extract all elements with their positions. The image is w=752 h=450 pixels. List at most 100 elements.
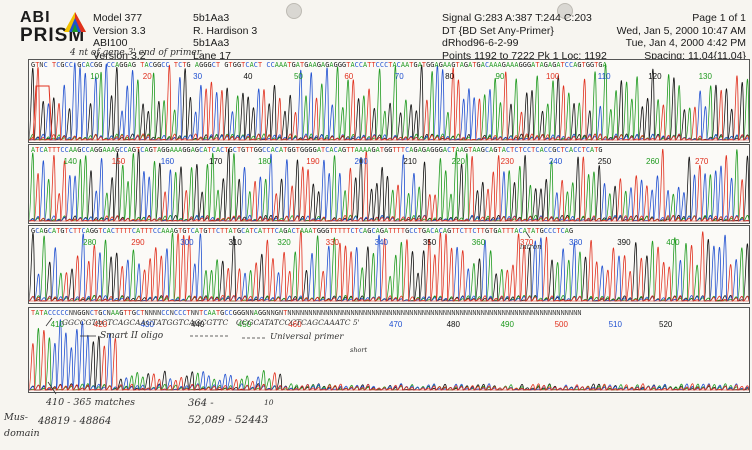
logo-line1: ABI (20, 9, 51, 26)
position-label: 250 (597, 157, 612, 166)
header-dates: Page 1 of 1 Wed, Jan 5, 2000 10:47 AM Tu… (617, 12, 746, 62)
position-label: 120 (648, 72, 662, 81)
position-label: 360 (471, 238, 486, 247)
position-label: 190 (306, 157, 320, 166)
position-label: 320 (277, 238, 291, 247)
position-label: 60 (344, 72, 354, 81)
header-text: Spacing: 11.04{11.04} (644, 49, 746, 62)
annotation-intron: intron (520, 243, 542, 251)
header-text: Page 1 of 1 (692, 12, 746, 24)
position-label: 500 (554, 320, 568, 329)
position-label: 510 (608, 320, 622, 329)
header-text: Points 1192 to 7222 Pk 1 Loc: 1192 (442, 49, 607, 62)
position-label: 440 (191, 320, 205, 329)
position-label: 230 (500, 157, 514, 166)
position-label: 100 (545, 72, 560, 81)
position-label: 480 (446, 320, 460, 329)
header-text: Lane 17 (193, 49, 231, 62)
position-label: 290 (131, 238, 145, 247)
header-text: Signal G:283 A:387 T:244 C:203 (442, 12, 592, 24)
position-label: 450 (237, 320, 252, 329)
trace-line-G (29, 64, 749, 141)
position-label: 10 (90, 72, 100, 81)
trace-line-A (29, 63, 749, 141)
position-label: 30 (193, 72, 203, 81)
position-label: 460 (288, 320, 302, 329)
header-text: Tue, Jan 4, 2000 4:42 PM (625, 37, 746, 50)
position-label: 80 (445, 72, 455, 81)
position-label: 370 (520, 238, 534, 247)
primer-peak (32, 85, 53, 141)
position-label: 20 (142, 72, 152, 81)
trace-panel-4: TATACCCCCNNGGNCTGCNAAGTTGCTNNNNCCNCCCTNN… (28, 307, 750, 393)
position-label: 380 (569, 238, 583, 247)
trace-line-T (29, 230, 749, 302)
position-label: 430 (140, 320, 154, 329)
base-call-sequence: GCAGCATGTCTTCAGGTCACTTTTCATTTCCAAAGTGTCA… (31, 227, 574, 235)
header-signal: Signal G:283 A:387 T:244 C:203 DT {BD Se… (442, 12, 607, 62)
header-text: dRhod96-6-2-99 (442, 37, 519, 50)
base-call-sequence: GTNC TCGCC GCACGG CCAGGAG TACGGCC TCTG A… (31, 61, 607, 69)
annotation-smart: Smart II oligo (100, 331, 164, 341)
position-label: 330 (325, 238, 339, 247)
position-label: 260 (646, 157, 660, 166)
annotation-top: 4 nt of gene 3' end of primer (70, 48, 202, 58)
punch-hole (286, 3, 302, 19)
position-label: 150 (111, 157, 126, 166)
position-label: 50 (293, 72, 303, 81)
abi-prism-logo: ABI PRISM (20, 9, 86, 45)
position-label: 200 (354, 157, 368, 166)
position-label: 210 (403, 157, 417, 166)
position-label: 160 (160, 157, 175, 166)
trace-plot (29, 148, 749, 222)
header-text: Version 3.3 (93, 24, 146, 37)
position-label: 280 (83, 238, 97, 247)
position-label: 240 (548, 157, 563, 166)
trace-panel-1: GTNC TCGCC GCACGG CCAGGAG TACGGCC TCTG A… (28, 59, 750, 143)
header-text: R. Hardison 3 (193, 24, 258, 37)
prism-icon (64, 12, 86, 32)
annotation-short: short (350, 346, 368, 354)
header-text: Wed, Jan 5, 2000 10:47 AM (616, 24, 746, 37)
header-text: 5b1Aa3 (193, 37, 230, 50)
trace-line-C (29, 153, 749, 222)
annotation-smart-seq: GGCCGTACTCAGCAAGTATGGTCAGCGTTC (62, 318, 229, 327)
position-label: 40 (243, 72, 253, 81)
punch-hole (557, 3, 573, 19)
position-label: 310 (228, 238, 242, 247)
base-call-sequence: ATCATTTCCAAGCCAGGAAAGCCAGTCAGTAGGAAAGGAG… (31, 146, 603, 154)
position-label: 170 (209, 157, 223, 166)
trace-line-C (29, 233, 749, 302)
header-text: Model 377 (93, 12, 143, 24)
header-text: 5b1Aa3 (193, 12, 230, 24)
position-label: 490 (500, 320, 514, 329)
position-label: 470 (389, 320, 403, 329)
annotation-mus1: Mus- (4, 412, 28, 423)
annotation-match2b: 10 (264, 398, 274, 407)
position-label: 340 (374, 238, 388, 247)
trace-plot (29, 230, 749, 302)
trace-panel-2: ATCATTTCCAAGCCAGGAAAGCCAGTCAGTAGGAAAGGAG… (28, 144, 750, 224)
position-label: 90 (495, 72, 505, 81)
position-label: 350 (422, 238, 437, 247)
position-label: 300 (180, 238, 194, 247)
header-sample: 5b1Aa3 R. Hardison 3 5b1Aa3 Lane 17 (193, 12, 257, 62)
header-text: DT {BD Set Any-Primer} (442, 24, 554, 37)
annotation-mus2: domain (4, 428, 40, 439)
header-instrument: Model 377 Version 3.3 ABI100 Version 3.2 (93, 12, 146, 62)
trace-panel-3: GCAGCATGTCTTCAGGTCACTTTTCATTTCCAAAGTGTCA… (28, 225, 750, 304)
position-label: 180 (257, 157, 272, 166)
position-label: 400 (666, 238, 680, 247)
annotation-primer-seq: CCGCATATCCCTCAGCAAATC 5' (236, 318, 360, 327)
annotation-match2: 364 - (188, 398, 214, 409)
trace-plot (29, 319, 749, 391)
position-label: 420 (93, 320, 108, 329)
position-label: 390 (617, 238, 631, 247)
position-label: 220 (451, 157, 465, 166)
annotation-universal: Universal primer (270, 332, 344, 342)
annotation-range2: 52,089 - 52443 (188, 414, 269, 426)
trace-plot (29, 62, 749, 141)
position-label: 110 (597, 72, 611, 81)
